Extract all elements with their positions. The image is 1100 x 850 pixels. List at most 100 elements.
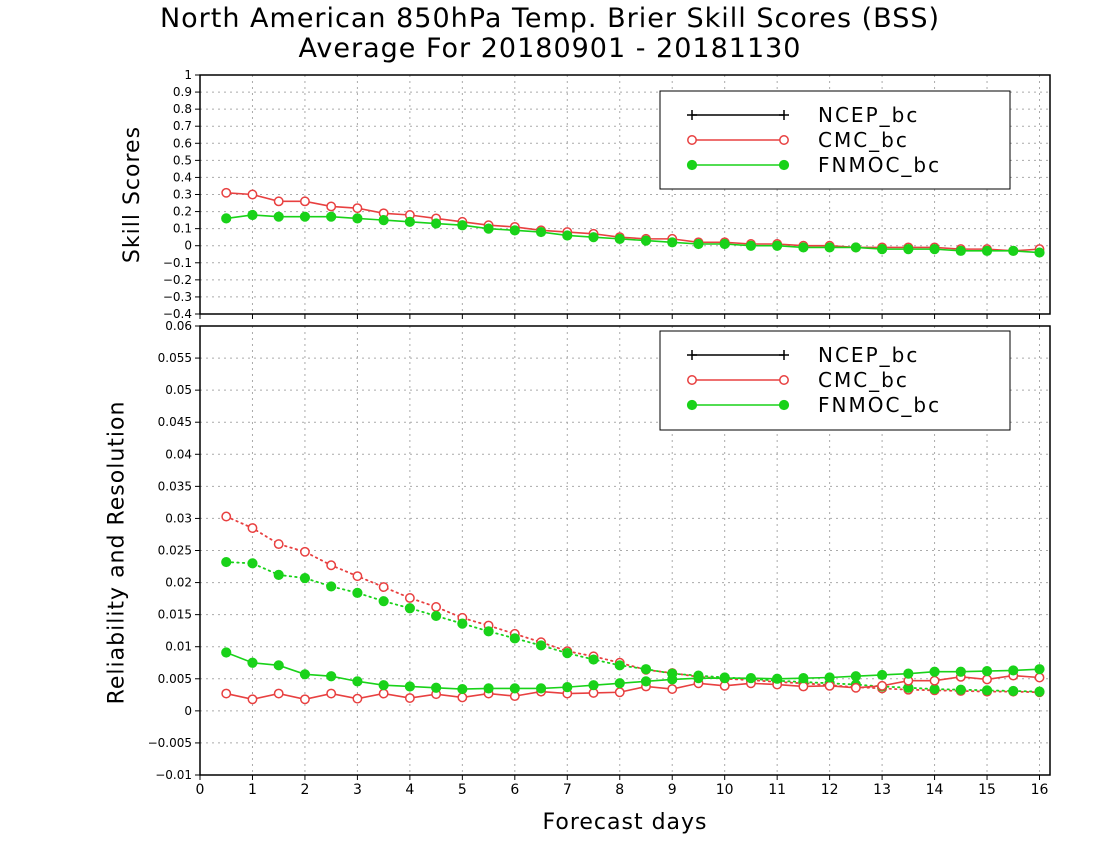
- data-point-cmc: [378, 582, 389, 593]
- x-tick-label: 10: [716, 782, 734, 798]
- data-point-fnmoc: [614, 233, 625, 244]
- legend-item-fnmoc: FNMOC_bc: [686, 393, 941, 417]
- data-point-fnmoc: [1034, 686, 1045, 697]
- x-tick-label: 1: [248, 782, 257, 798]
- data-point-fnmoc: [431, 218, 442, 229]
- legend-label: FNMOC_bc: [818, 393, 941, 417]
- legend-marker: [778, 159, 790, 171]
- series-cmc-solid: [221, 187, 1045, 256]
- data-point-fnmoc: [955, 684, 966, 695]
- data-point-fnmoc: [326, 581, 337, 592]
- x-tick-label: 14: [926, 782, 944, 798]
- chart-title-line1: North American 850hPa Temp. Brier Skill …: [159, 3, 941, 34]
- series-fnmoc-dotted: [221, 556, 1045, 697]
- data-point-fnmoc: [640, 676, 652, 687]
- legend-item-cmc: CMC_bc: [687, 368, 907, 392]
- data-point-cmc: [326, 688, 337, 699]
- y-tick-label: 0.05: [165, 383, 192, 397]
- data-point-fnmoc: [719, 673, 730, 684]
- data-point-fnmoc: [614, 678, 625, 689]
- data-point-cmc: [273, 539, 284, 550]
- x-tick-label: 8: [615, 782, 624, 798]
- data-point-fnmoc: [745, 673, 757, 684]
- legend-marker: [779, 350, 789, 360]
- data-point-cmc: [273, 688, 284, 699]
- y-tick-label: 0.04: [165, 447, 192, 461]
- data-point-cmc: [221, 187, 232, 198]
- data-point-fnmoc: [247, 657, 258, 668]
- data-point-fnmoc: [221, 647, 232, 658]
- y-tick-label: 0.03: [165, 511, 192, 525]
- y-tick-label: 0.8: [173, 102, 192, 116]
- y-tick-label: −0.2: [163, 273, 192, 287]
- data-point-fnmoc: [772, 240, 783, 251]
- legend-item-cmc: CMC_bc: [687, 128, 907, 152]
- legend-marker: [686, 159, 698, 171]
- data-point-cmc: [247, 694, 258, 705]
- data-point-cmc: [1034, 672, 1045, 683]
- data-point-fnmoc: [273, 569, 284, 580]
- y-tick-label: 0.2: [173, 205, 192, 219]
- x-tick-label: 3: [353, 782, 362, 798]
- x-tick-label: 2: [300, 782, 309, 798]
- data-point-cmc: [614, 687, 625, 698]
- data-point-fnmoc: [535, 226, 547, 238]
- data-point-fnmoc: [562, 230, 573, 241]
- y-tick-label: 0.9: [173, 85, 192, 99]
- data-point-fnmoc: [772, 673, 783, 684]
- data-point-fnmoc: [535, 683, 547, 694]
- legend-marker: [687, 350, 697, 360]
- y-tick-label: 0.3: [173, 188, 192, 202]
- data-point-fnmoc: [667, 237, 678, 248]
- data-point-fnmoc: [483, 683, 494, 694]
- data-point-fnmoc: [509, 683, 520, 694]
- x-tick-label: 16: [1031, 782, 1049, 798]
- data-point-fnmoc: [378, 680, 389, 691]
- y-tick-label: −0.1: [163, 256, 192, 270]
- data-point-fnmoc: [273, 211, 284, 222]
- y-tick-label: 0.055: [158, 351, 192, 365]
- data-point-fnmoc: [457, 683, 468, 695]
- legend-item-ncep: NCEP_bc: [687, 103, 917, 127]
- legend-label: NCEP_bc: [818, 343, 919, 367]
- data-point-fnmoc: [981, 245, 993, 256]
- data-point-fnmoc: [378, 596, 389, 607]
- data-point-fnmoc: [640, 664, 652, 675]
- data-point-fnmoc: [798, 242, 809, 253]
- y-tick-label: 0.6: [173, 136, 192, 150]
- series-line-fnmoc: [225, 651, 1040, 690]
- legend-marker: [687, 110, 697, 120]
- data-point-cmc: [378, 688, 389, 699]
- data-point-fnmoc: [247, 209, 258, 221]
- x-tick-label: 13: [873, 782, 891, 798]
- data-point-fnmoc: [955, 245, 966, 256]
- y-tick-label: 0.015: [158, 608, 192, 622]
- y-tick-label: 1: [184, 68, 192, 82]
- series-line-cmc: [226, 191, 1040, 252]
- data-point-fnmoc: [1034, 247, 1045, 258]
- data-point-fnmoc: [562, 648, 573, 659]
- panel-reliability-resolution: −0.01 −0.005 0 0.005 0.01 0.015 0.02 0.025 0.03 0…: [148, 319, 1051, 798]
- data-point-cmc: [457, 692, 468, 703]
- data-point-fnmoc: [221, 213, 232, 224]
- data-point-fnmoc: [929, 683, 940, 695]
- data-point-fnmoc: [509, 633, 520, 644]
- data-point-fnmoc: [640, 235, 652, 246]
- data-point-fnmoc: [1034, 664, 1045, 675]
- data-point-fnmoc: [221, 556, 232, 568]
- data-point-fnmoc: [535, 640, 547, 651]
- data-point-cmc: [299, 196, 310, 207]
- y-tick-label: 0.4: [173, 170, 192, 184]
- legend-marker: [778, 399, 790, 411]
- data-point-fnmoc: [352, 676, 363, 687]
- series-fnmoc-solid: [221, 647, 1045, 695]
- y-tick-label: 0.01: [165, 640, 192, 654]
- legend-marker: [687, 135, 697, 145]
- data-point-fnmoc: [378, 215, 389, 226]
- data-point-fnmoc: [299, 211, 311, 222]
- data-point-cmc: [404, 693, 415, 703]
- data-point-fnmoc: [1008, 665, 1019, 676]
- y-tick-label: 0: [184, 239, 192, 253]
- data-point-cmc: [798, 681, 809, 692]
